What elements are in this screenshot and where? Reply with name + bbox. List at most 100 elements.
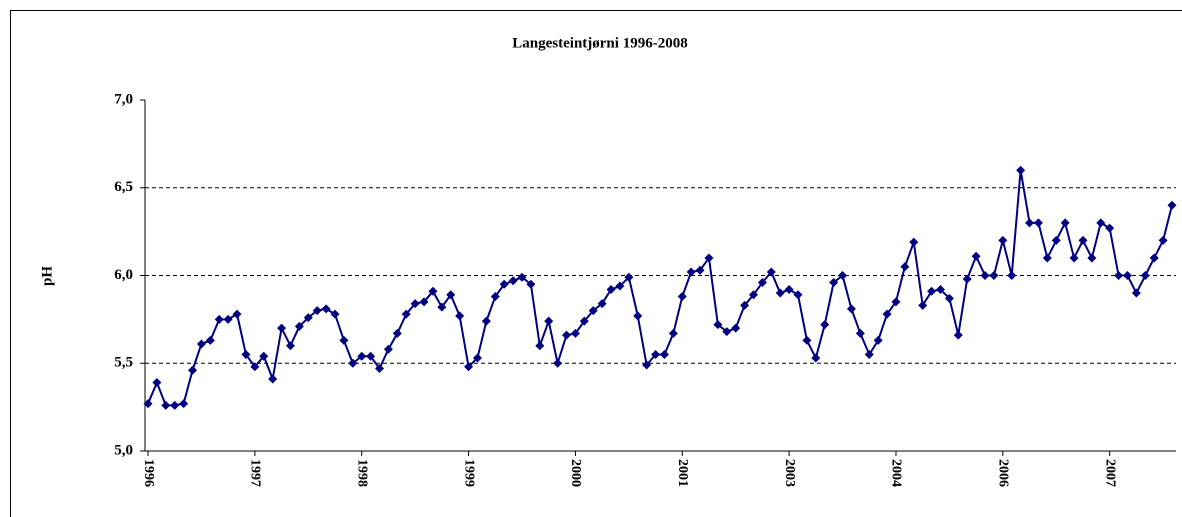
marker [517, 272, 527, 282]
marker [499, 279, 509, 289]
marker [312, 306, 322, 316]
marker [1007, 271, 1017, 280]
marker [740, 300, 750, 310]
marker [481, 316, 491, 326]
marker [196, 339, 206, 349]
marker [241, 349, 251, 359]
marker [170, 400, 180, 410]
marker [989, 271, 999, 280]
marker [980, 271, 990, 280]
marker [1042, 253, 1052, 263]
x-tick-label: 2007 [1102, 459, 1117, 487]
marker [891, 297, 901, 307]
marker [205, 335, 215, 345]
marker [1060, 218, 1070, 228]
marker [188, 365, 198, 375]
marker [909, 237, 919, 247]
marker [873, 335, 883, 345]
marker [900, 262, 910, 272]
marker [1033, 218, 1043, 228]
marker [285, 341, 295, 351]
marker [846, 304, 856, 314]
marker [303, 313, 313, 323]
marker [1016, 165, 1026, 175]
x-tick-label: 2006 [996, 459, 1011, 487]
x-tick-label: 2000 [568, 459, 583, 487]
marker [606, 285, 616, 295]
marker [1105, 223, 1115, 233]
marker [259, 351, 269, 361]
marker [1122, 271, 1132, 280]
marker [348, 358, 358, 368]
marker [1131, 288, 1141, 298]
marker [784, 285, 794, 295]
marker [553, 358, 563, 368]
marker [508, 276, 518, 286]
x-tick-label: 2001 [675, 459, 690, 487]
marker [268, 374, 278, 384]
x-tick-label: 1998 [354, 459, 369, 487]
marker [757, 278, 767, 288]
marker [998, 235, 1008, 245]
marker [410, 299, 420, 309]
x-tick-label: 1997 [248, 459, 263, 487]
marker [1087, 253, 1097, 263]
marker [455, 311, 465, 321]
marker [588, 306, 598, 316]
marker [579, 316, 589, 326]
marker [419, 297, 429, 307]
marker [766, 267, 776, 277]
marker [490, 292, 500, 302]
marker [633, 311, 643, 321]
marker [659, 349, 669, 359]
marker [953, 330, 963, 340]
marker [383, 344, 393, 354]
marker [570, 328, 580, 338]
marker [829, 278, 839, 288]
y-tick-label: 5,5 [114, 355, 133, 371]
marker [401, 309, 411, 319]
marker [535, 341, 545, 351]
marker [472, 353, 482, 363]
marker [971, 251, 981, 261]
marker [1051, 235, 1061, 245]
marker [152, 378, 162, 388]
marker [143, 399, 153, 409]
marker [526, 279, 536, 289]
marker [214, 314, 224, 324]
marker [339, 335, 349, 345]
marker [428, 286, 438, 296]
marker [713, 320, 723, 330]
marker [294, 321, 304, 331]
marker [544, 316, 554, 326]
marker [1149, 253, 1159, 263]
y-tick-label: 6,0 [114, 267, 133, 283]
marker [927, 286, 937, 296]
x-tick-label: 2004 [889, 459, 904, 487]
marker [731, 323, 741, 333]
marker [962, 274, 972, 284]
marker [615, 281, 625, 291]
marker [935, 285, 945, 295]
marker [392, 328, 402, 338]
marker [677, 292, 687, 302]
marker [624, 272, 634, 282]
marker [161, 400, 171, 410]
marker [668, 328, 678, 338]
marker [1078, 235, 1088, 245]
marker [179, 399, 189, 409]
marker [802, 335, 812, 345]
marker [695, 265, 705, 275]
marker [686, 267, 696, 277]
marker [1140, 271, 1150, 280]
marker [464, 362, 474, 372]
marker [944, 293, 954, 303]
marker [722, 327, 732, 337]
x-tick-label: 2003 [782, 459, 797, 487]
marker [277, 323, 287, 333]
marker [642, 360, 652, 370]
marker [250, 362, 260, 372]
x-tick-label: 1996 [141, 459, 156, 487]
x-tick-label: 1999 [461, 459, 476, 487]
